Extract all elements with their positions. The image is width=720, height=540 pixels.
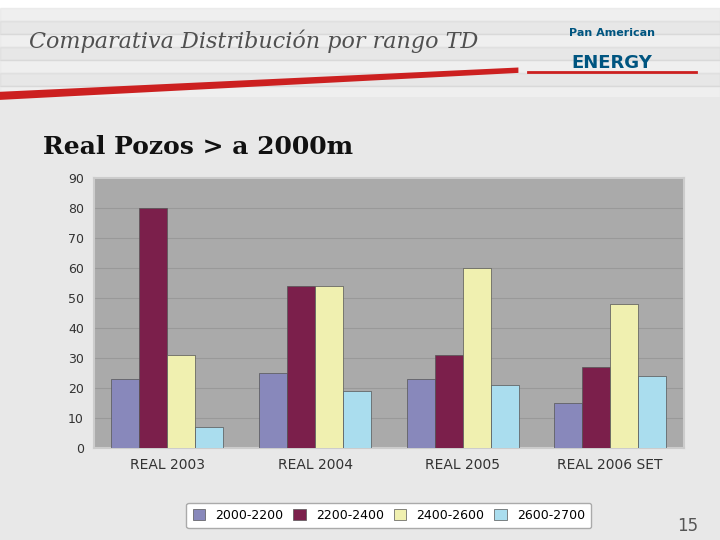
Bar	[287, 286, 315, 448]
Bar	[0, 47, 720, 60]
Bar	[140, 208, 167, 448]
Bar	[490, 385, 518, 448]
Text: 15: 15	[678, 517, 698, 535]
Bar	[0, 34, 720, 47]
Text: ENERGY: ENERGY	[572, 53, 652, 72]
Bar	[582, 367, 610, 448]
Bar	[0, 86, 720, 99]
Bar	[0, 139, 720, 152]
Bar	[0, 97, 720, 540]
Bar	[0, 60, 720, 73]
Bar	[112, 379, 140, 448]
Bar	[435, 355, 463, 448]
Bar	[0, 73, 720, 86]
Bar	[0, 126, 720, 139]
Legend: 2000-2200, 2200-2400, 2400-2600, 2600-2700: 2000-2200, 2200-2400, 2400-2600, 2600-27…	[186, 503, 591, 528]
Bar	[638, 376, 666, 448]
Text: Real Pozos > a 2000m: Real Pozos > a 2000m	[43, 135, 354, 159]
Bar	[343, 391, 371, 448]
Bar	[167, 355, 195, 448]
Bar	[554, 403, 582, 448]
Polygon shape	[0, 68, 518, 100]
Bar	[0, 112, 720, 126]
Bar	[0, 99, 720, 112]
Bar	[610, 304, 638, 448]
Bar	[0, 152, 720, 165]
Bar	[407, 379, 435, 448]
Text: Comparativa Distribución por rango TD: Comparativa Distribución por rango TD	[29, 30, 478, 53]
Bar	[0, 8, 720, 21]
Bar	[315, 286, 343, 448]
Bar	[463, 268, 490, 448]
Text: Pan American: Pan American	[569, 29, 655, 38]
Bar	[259, 373, 287, 448]
Bar	[195, 427, 223, 448]
Bar	[0, 21, 720, 34]
